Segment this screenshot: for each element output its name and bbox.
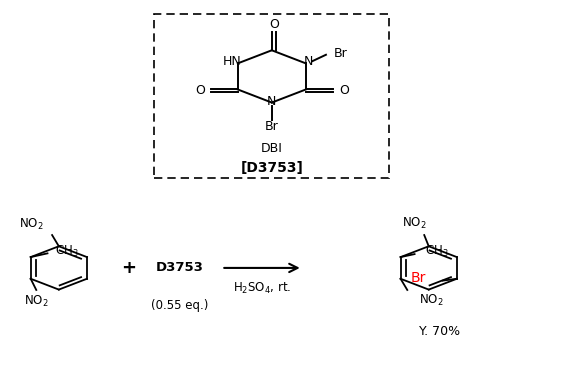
Text: O: O (269, 18, 278, 31)
Text: NO$_2$: NO$_2$ (19, 217, 43, 232)
Text: Br: Br (334, 47, 348, 60)
Text: Br: Br (265, 121, 278, 133)
Text: [D3753]: [D3753] (241, 161, 303, 175)
Text: (0.55 eq.): (0.55 eq.) (151, 299, 208, 312)
Text: D3753: D3753 (156, 262, 203, 274)
Text: +: + (121, 259, 136, 277)
Text: Br: Br (411, 271, 426, 285)
Text: NO$_2$: NO$_2$ (419, 293, 444, 308)
Text: CH$_3$: CH$_3$ (425, 244, 449, 259)
Text: O: O (339, 84, 349, 97)
Text: CH$_3$: CH$_3$ (55, 244, 79, 259)
Text: N: N (303, 55, 312, 67)
Text: HN: HN (223, 55, 242, 67)
Text: NO$_2$: NO$_2$ (24, 294, 49, 310)
Text: O: O (195, 84, 205, 97)
Text: NO$_2$: NO$_2$ (402, 216, 427, 231)
Text: N: N (267, 95, 276, 108)
Text: DBI: DBI (261, 142, 283, 155)
Text: Y. 70%: Y. 70% (419, 325, 461, 338)
Text: H$_2$SO$_4$, rt.: H$_2$SO$_4$, rt. (233, 281, 291, 296)
